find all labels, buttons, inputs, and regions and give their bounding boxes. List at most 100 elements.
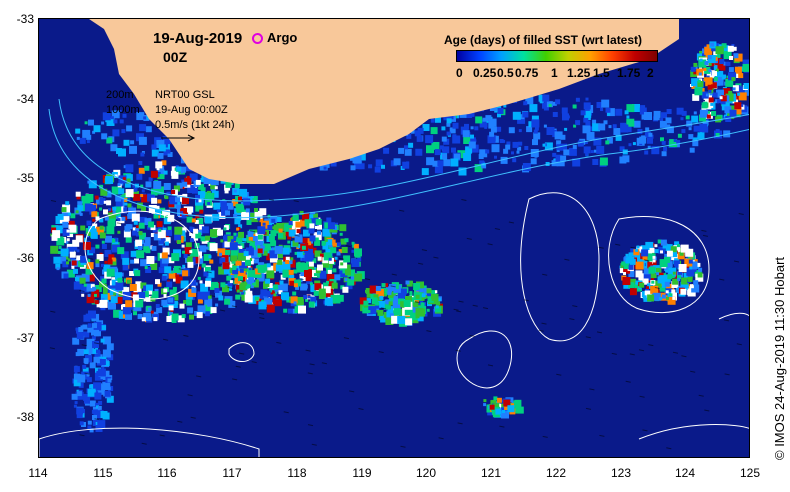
sst-data-patch	[62, 253, 69, 260]
x-tick-label: 120	[415, 466, 437, 480]
sst-data-patch	[656, 272, 660, 276]
sst-data-patch	[195, 203, 204, 212]
sst-data-patch	[425, 135, 434, 144]
sst-data-patch	[164, 195, 169, 200]
current-vector	[190, 416, 196, 419]
current-vector	[187, 394, 193, 397]
sst-data-patch	[136, 232, 140, 237]
sst-data-patch	[664, 281, 670, 287]
sst-data-patch	[145, 267, 152, 273]
sst-data-patch	[381, 164, 385, 169]
sst-data-patch	[205, 246, 209, 250]
sst-data-patch	[171, 313, 179, 321]
sst-data-patch	[215, 303, 219, 307]
sst-data-patch	[458, 167, 467, 176]
x-tick-label: 117	[222, 466, 242, 480]
sst-data-patch	[309, 282, 313, 286]
sst-data-patch	[138, 231, 143, 236]
sst-data-patch	[264, 297, 272, 306]
sst-data-patch	[187, 206, 193, 213]
sst-data-patch	[84, 203, 93, 212]
sst-data-patch	[702, 119, 709, 126]
sst-data-patch	[113, 119, 118, 124]
sst-data-patch	[91, 211, 98, 218]
sst-data-patch	[71, 265, 75, 269]
sst-data-patch	[135, 281, 142, 288]
sst-data-patch	[702, 126, 709, 133]
sst-data-patch	[181, 244, 185, 248]
sst-data-patch	[639, 136, 647, 144]
sst-data-patch	[523, 101, 528, 106]
sst-data-patch	[497, 108, 504, 114]
sst-data-patch	[76, 249, 80, 253]
sst-data-patch	[324, 233, 332, 241]
current-vector	[499, 425, 505, 428]
sst-data-patch	[136, 250, 145, 259]
sst-data-patch	[75, 235, 83, 243]
sst-data-patch	[310, 296, 317, 303]
sst-data-patch	[150, 170, 158, 178]
sst-data-patch	[324, 297, 333, 306]
sst-data-patch	[70, 213, 76, 219]
current-vector	[456, 310, 462, 313]
sst-data-patch	[76, 391, 82, 397]
sst-data-patch	[452, 134, 457, 139]
sst-data-patch	[168, 270, 177, 279]
sst-data-patch	[248, 233, 256, 241]
sst-data-patch	[522, 111, 529, 118]
sst-data-patch	[553, 158, 557, 162]
sst-data-patch	[555, 154, 563, 162]
sst-data-patch	[291, 226, 295, 230]
current-vector	[50, 310, 56, 313]
sst-data-patch	[737, 92, 741, 96]
sst-data-patch	[300, 219, 308, 227]
sst-data-patch	[379, 295, 384, 300]
sst-data-patch	[690, 66, 696, 72]
current-vector	[258, 312, 265, 315]
sst-data-patch	[729, 105, 738, 114]
sst-data-patch	[273, 284, 279, 290]
sst-data-patch	[659, 285, 666, 292]
sst-data-patch	[596, 102, 603, 108]
sst-data-patch	[99, 359, 106, 365]
sst-data-patch	[77, 201, 83, 207]
sst-data-patch	[740, 103, 744, 107]
sst-data-patch	[195, 214, 200, 219]
sst-data-patch	[707, 110, 710, 114]
current-vector	[183, 334, 189, 337]
sst-data-patch	[247, 270, 256, 279]
y-tick-label: -33	[16, 12, 34, 26]
sst-data-patch	[437, 160, 444, 167]
current-vector	[232, 378, 238, 381]
sst-data-patch	[397, 315, 406, 324]
bathy-1000m-label: 1000m	[106, 104, 140, 116]
sst-data-patch	[623, 281, 631, 289]
sst-data-patch	[326, 274, 335, 283]
sst-data-patch	[278, 233, 284, 239]
sst-data-patch	[409, 293, 413, 297]
sst-data-patch	[55, 263, 61, 269]
sst-data-patch	[625, 253, 629, 257]
sst-data-patch	[138, 313, 142, 317]
sst-data-patch	[157, 282, 162, 287]
sst-data-patch	[296, 251, 303, 258]
sst-data-patch	[661, 140, 666, 145]
sst-data-patch	[150, 225, 156, 231]
sst-data-patch	[483, 399, 487, 403]
sst-data-patch	[101, 298, 105, 301]
sst-data-patch	[218, 295, 224, 301]
sst-data-patch	[491, 144, 500, 153]
sst-data-patch	[221, 209, 228, 216]
colorbar-tick: 0.5	[497, 66, 514, 80]
current-vector	[611, 352, 617, 355]
sst-data-patch	[564, 127, 568, 131]
sst-data-patch	[344, 238, 349, 243]
sst-data-patch	[736, 86, 745, 95]
sst-data-patch	[713, 51, 718, 56]
sst-data-patch	[102, 349, 111, 358]
sst-data-patch	[718, 44, 722, 48]
sst-data-patch	[279, 280, 284, 285]
x-tick-label: 125	[739, 466, 761, 480]
sst-data-patch	[135, 228, 140, 233]
current-vector	[259, 317, 265, 320]
